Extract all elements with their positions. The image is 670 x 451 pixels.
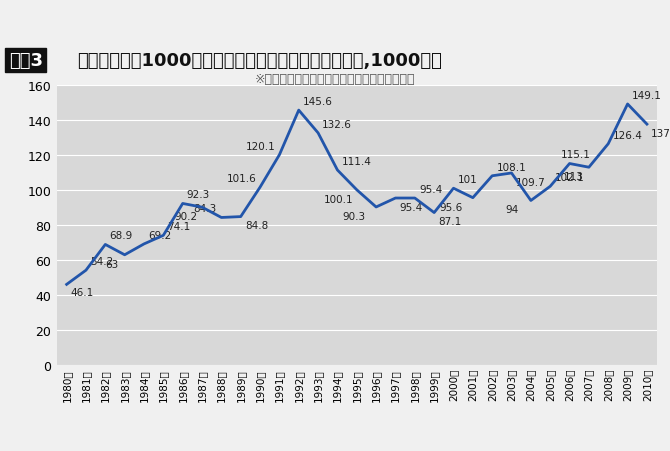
Text: 111.4: 111.4 (342, 156, 371, 166)
Text: 87.1: 87.1 (438, 217, 462, 227)
Text: 113: 113 (564, 172, 584, 182)
Text: 46.1: 46.1 (71, 287, 94, 297)
Text: 94: 94 (506, 205, 519, 215)
Text: 63: 63 (105, 259, 119, 269)
Text: 95.4: 95.4 (419, 184, 442, 194)
Text: 84.8: 84.8 (245, 221, 268, 231)
Text: 101.6: 101.6 (226, 174, 257, 184)
Text: 68.9: 68.9 (109, 231, 133, 241)
Text: 92.3: 92.3 (187, 190, 210, 200)
Text: 90.2: 90.2 (174, 212, 198, 221)
Text: ※雇用動向調査　新規入職　学卒者　一般社員: ※雇用動向調査 新規入職 学卒者 一般社員 (255, 73, 415, 85)
Text: 90.3: 90.3 (343, 212, 366, 221)
Text: 149.1: 149.1 (632, 91, 662, 101)
Text: 109.7: 109.7 (516, 178, 545, 188)
Text: 100.1: 100.1 (324, 194, 353, 204)
Text: 137.6: 137.6 (651, 129, 670, 139)
Text: 115.1: 115.1 (561, 150, 591, 160)
Text: 84.3: 84.3 (194, 204, 217, 214)
Text: 132.6: 132.6 (322, 120, 352, 129)
Text: 101: 101 (458, 175, 478, 184)
Text: 95.4: 95.4 (399, 202, 423, 212)
Text: 145.6: 145.6 (303, 97, 333, 107)
Text: 図袉3: 図袉3 (9, 52, 43, 70)
Text: 大手（従業呴1000人以上）への大学新卒入社数（単位,1000人）: 大手（従業呴1000人以上）への大学新卒入社数（単位,1000人） (77, 52, 442, 70)
Text: 120.1: 120.1 (246, 141, 276, 151)
Text: 54.2: 54.2 (90, 257, 113, 267)
Text: 126.4: 126.4 (612, 130, 643, 140)
Text: 102.1: 102.1 (554, 173, 584, 183)
Text: 95.6: 95.6 (440, 202, 463, 212)
Text: 74.1: 74.1 (168, 222, 191, 232)
Text: 69.2: 69.2 (148, 230, 172, 240)
Text: 108.1: 108.1 (496, 162, 526, 172)
